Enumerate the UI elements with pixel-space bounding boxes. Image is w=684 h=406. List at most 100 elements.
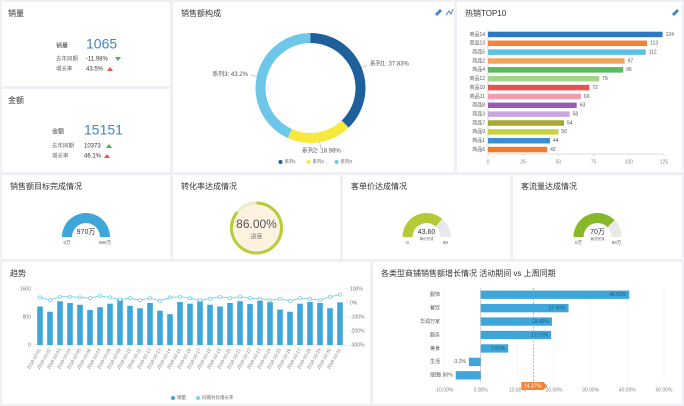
chart-title: 转化率达成情况 xyxy=(181,181,237,191)
reference-flag xyxy=(521,382,548,390)
chart-title: 热销TOP10 xyxy=(465,8,507,18)
bar xyxy=(67,303,73,345)
x-tick-label: 50 xyxy=(556,159,562,165)
bar xyxy=(488,120,565,126)
line-point xyxy=(307,296,312,301)
line-point xyxy=(127,296,132,301)
bar xyxy=(488,67,624,73)
x-tick-label: 100 xyxy=(625,159,634,165)
legend-label: 系列1 xyxy=(285,158,297,165)
y-tick-label: 800 xyxy=(23,314,32,320)
kpi-row-value: -11.98% xyxy=(86,57,109,63)
bar xyxy=(327,308,333,345)
data-label: 系列1: 37.83% xyxy=(370,60,410,68)
data-label: 44 xyxy=(553,138,559,144)
line-point xyxy=(337,292,342,297)
data-label: 系列2: 18.98% xyxy=(302,147,342,155)
bar xyxy=(197,301,203,345)
data-label: 58 xyxy=(573,111,579,117)
bar xyxy=(480,330,552,340)
kpi-value: 1065 xyxy=(86,36,117,52)
leader-line xyxy=(319,142,321,149)
line-point xyxy=(187,296,192,301)
x-tick-label: 25 xyxy=(520,159,526,165)
y-tick-label: 商品12 xyxy=(469,75,485,82)
bar xyxy=(277,309,283,345)
card xyxy=(2,89,170,172)
y-tick-label: 服饰 xyxy=(430,291,440,298)
kpi-label: 销量 xyxy=(56,42,68,50)
reference-label: 14.37% xyxy=(524,383,542,389)
data-label: 96 xyxy=(626,67,632,73)
bar xyxy=(97,307,103,345)
line-point xyxy=(147,296,152,301)
kpi-row-label: 增长率 xyxy=(56,64,73,72)
y-tick-label: 商品4 xyxy=(472,66,485,73)
legend-label: 系列2 xyxy=(313,158,325,165)
line-point xyxy=(78,295,83,300)
up-arrow xyxy=(104,154,110,158)
data-label: 7.51% xyxy=(491,346,506,352)
gauge-value-label: 970万 xyxy=(77,228,96,236)
gauge-tick-label: 0 xyxy=(406,240,409,245)
line-point xyxy=(38,295,43,300)
x-tick-label: 50.00% xyxy=(656,387,674,393)
bar xyxy=(207,304,213,345)
data-label: 19.20% xyxy=(531,332,549,338)
bar xyxy=(488,84,590,91)
kpi-row-value: 10373 xyxy=(84,144,101,150)
donut-segment xyxy=(255,32,311,139)
bar xyxy=(488,93,581,100)
bar xyxy=(57,301,63,345)
bar xyxy=(37,306,43,345)
data-label: 40.52% xyxy=(609,292,627,298)
bar xyxy=(488,102,577,109)
bar xyxy=(488,146,548,153)
x-tick-label: 125 xyxy=(660,159,669,165)
up-arrow xyxy=(106,144,112,148)
y-tick-label: 商品5 xyxy=(472,48,485,55)
kpi-value: 15151 xyxy=(84,122,123,138)
bar xyxy=(488,75,600,82)
edit-icon[interactable] xyxy=(435,9,442,16)
bar xyxy=(455,371,481,380)
gauge-value xyxy=(402,213,443,237)
line-point xyxy=(217,294,222,299)
data-label: 72 xyxy=(592,85,598,91)
edit-icon[interactable] xyxy=(672,9,679,16)
data-label: 23.96% xyxy=(549,305,567,311)
line-point xyxy=(137,298,142,303)
data-label: 79 xyxy=(602,76,608,82)
card xyxy=(2,2,170,86)
kpi-row-label: 去年同期 xyxy=(52,141,75,149)
legend-label: 同期对比增长率 xyxy=(202,394,234,401)
line-point xyxy=(207,296,212,301)
leader-line xyxy=(361,65,368,68)
legend-label: 销量 xyxy=(177,394,186,401)
line-point xyxy=(98,293,103,298)
y-tick-label: 生活 xyxy=(430,358,440,365)
bar xyxy=(177,301,183,345)
chart-title: 销售额目标完成情况 xyxy=(10,181,82,191)
bar xyxy=(307,301,313,345)
x-tick-label: 30.00% xyxy=(582,387,600,393)
kpi-label: 金额 xyxy=(52,128,64,136)
line-point xyxy=(118,297,123,302)
chart-icon[interactable] xyxy=(445,8,454,16)
chart-title: 销售额构成 xyxy=(181,8,221,18)
y-tick-label: 服务 xyxy=(430,331,440,338)
line-point xyxy=(177,294,182,299)
bar xyxy=(47,311,53,345)
y2-tick-label: -100% xyxy=(350,314,365,320)
gauge-sublabel: 客流完成 xyxy=(591,236,605,241)
bar xyxy=(247,304,253,345)
gauge-value xyxy=(62,213,110,237)
leader-line xyxy=(250,74,257,77)
bar xyxy=(257,300,263,345)
bar xyxy=(480,317,552,326)
line-point xyxy=(88,296,93,301)
legend-label: 系列3 xyxy=(341,158,353,165)
data-label: 124 xyxy=(666,32,675,38)
data-label: 50 xyxy=(561,129,567,135)
legend-swatch xyxy=(278,160,283,164)
